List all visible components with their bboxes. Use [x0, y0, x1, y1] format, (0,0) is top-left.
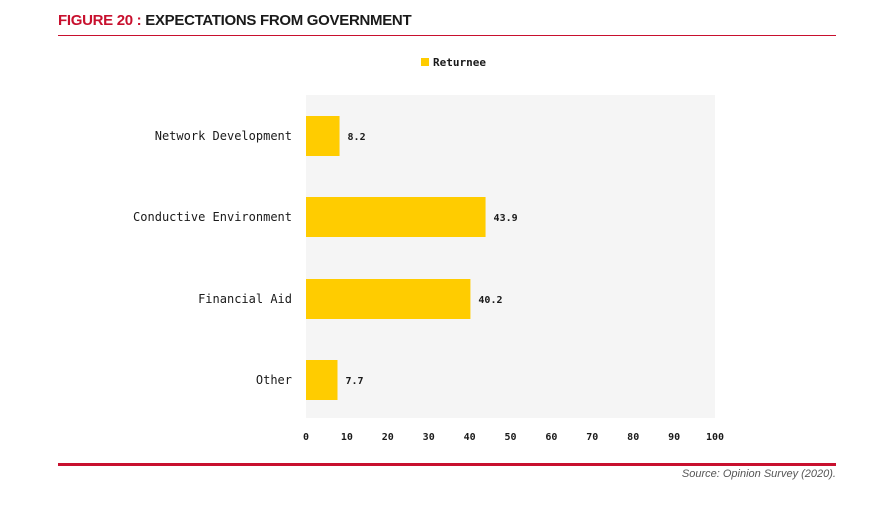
- x-tick-label: 20: [382, 432, 394, 443]
- legend-label: Returnee: [433, 56, 486, 69]
- data-label: 43.9: [494, 213, 518, 224]
- x-tick-label: 40: [464, 432, 476, 443]
- figure-title: FIGURE 20 : EXPECTATIONS FROM GOVERNMENT: [58, 12, 412, 29]
- data-label: 8.2: [348, 132, 366, 143]
- chart-svg: Returnee Network Development 8.2 Conductive…: [133, 56, 724, 443]
- x-tick-label: 90: [668, 432, 680, 443]
- x-tick-label: 30: [423, 432, 435, 443]
- bar: [306, 197, 486, 237]
- figure-number: FIGURE 20 :: [58, 12, 146, 29]
- figure-name: EXPECTATIONS FROM GOVERNMENT: [145, 12, 412, 29]
- title-divider: [58, 35, 836, 36]
- bar: [306, 360, 338, 400]
- x-tick-label: 100: [706, 432, 724, 443]
- category-label: Financial Aid: [198, 292, 292, 306]
- bar-chart: Returnee Network Development 8.2 Conductive…: [133, 56, 724, 443]
- x-tick-label: 80: [627, 432, 639, 443]
- bar: [306, 116, 340, 156]
- bar: [306, 279, 471, 319]
- source-note: Source: Opinion Survey (2020).: [681, 468, 836, 480]
- x-tick-label: 0: [303, 432, 309, 443]
- bottom-divider: [58, 463, 836, 466]
- data-label: 7.7: [345, 376, 363, 387]
- data-label: 40.2: [478, 295, 502, 306]
- x-tick-label: 50: [504, 432, 516, 443]
- category-label: Conductive Environment: [133, 210, 292, 224]
- category-label: Network Development: [155, 129, 292, 143]
- x-tick-label: 10: [341, 432, 353, 443]
- legend-swatch: [421, 58, 429, 66]
- x-tick-label: 60: [545, 432, 557, 443]
- category-label: Other: [256, 373, 292, 387]
- x-tick-label: 70: [586, 432, 598, 443]
- plot-area: [306, 95, 715, 418]
